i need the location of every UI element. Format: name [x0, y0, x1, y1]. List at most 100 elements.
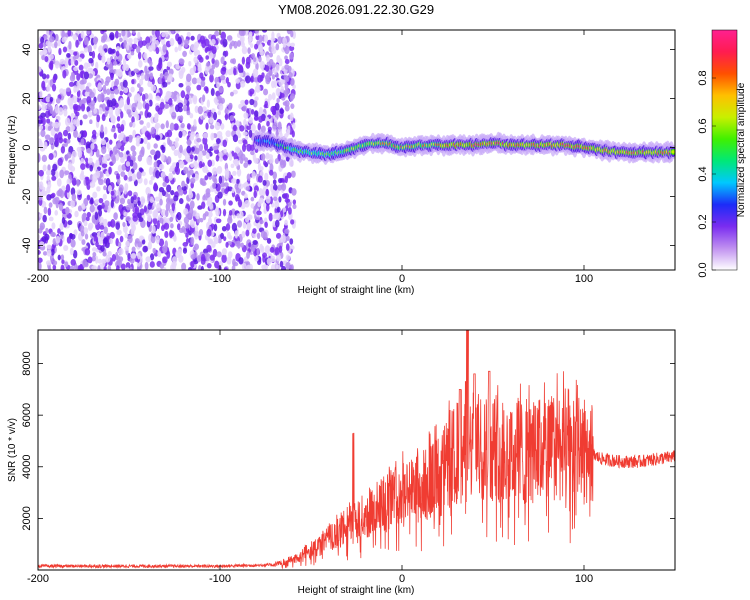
- noise-speck: [83, 220, 88, 227]
- noise-speck: [289, 112, 294, 122]
- noise-speck: [77, 205, 83, 212]
- noise-speck: [190, 163, 195, 168]
- noise-speck: [38, 249, 41, 255]
- noise-speck: [251, 109, 255, 115]
- noise-speck: [87, 45, 93, 54]
- noise-speck: [156, 203, 161, 212]
- noise-speck: [42, 117, 46, 126]
- noise-speck: [43, 34, 48, 40]
- noise-speck: [47, 125, 52, 131]
- noise-speck: [86, 211, 91, 218]
- noise-speck: [205, 188, 211, 195]
- noise-speck: [122, 79, 128, 88]
- noise-speck: [254, 30, 259, 34]
- noise-speck: [79, 225, 85, 233]
- noise-speck: [259, 243, 264, 252]
- spectrogram-frame: [37, 29, 676, 271]
- noise-speck: [50, 248, 55, 256]
- noise-speck: [73, 129, 78, 139]
- noise-speck: [98, 107, 103, 115]
- noise-speck: [140, 72, 145, 81]
- noise-speck: [173, 235, 177, 242]
- noise-speck: [197, 105, 203, 115]
- noise-speck: [264, 172, 269, 181]
- noise-speck: [170, 223, 174, 229]
- spectrogram-x-label: Height of straight line (km): [298, 285, 415, 296]
- noise-speck: [291, 188, 297, 196]
- noise-speck: [45, 96, 51, 103]
- noise-speck: [153, 143, 158, 149]
- noise-speck: [220, 31, 227, 40]
- noise-speck: [228, 152, 233, 161]
- noise-speck: [222, 38, 228, 48]
- noise-speck: [284, 228, 290, 234]
- noise-speck: [60, 146, 66, 154]
- noise-speck: [238, 257, 244, 265]
- noise-speck: [238, 30, 245, 37]
- noise-speck: [278, 196, 282, 203]
- noise-speck: [287, 201, 292, 208]
- noise-speck: [67, 220, 73, 226]
- noise-speck: [191, 77, 198, 85]
- noise-speck: [168, 139, 173, 147]
- noise-speck: [225, 130, 231, 138]
- noise-speck: [148, 166, 153, 176]
- noise-speck: [44, 110, 50, 119]
- noise-speck: [271, 92, 276, 101]
- noise-speck: [168, 172, 173, 181]
- noise-speck: [137, 212, 142, 219]
- noise-speck: [61, 259, 65, 264]
- noise-speck: [71, 155, 75, 165]
- y-tick-label: -40: [21, 238, 33, 254]
- noise-speck: [38, 42, 44, 49]
- noise-speck: [221, 187, 226, 194]
- noise-speck: [216, 131, 223, 138]
- noise-speck: [137, 200, 141, 206]
- noise-speck: [209, 254, 215, 261]
- noise-speck: [202, 195, 206, 201]
- noise-speck: [223, 149, 228, 154]
- noise-speck: [290, 264, 294, 270]
- noise-speck: [72, 33, 77, 40]
- noise-speck: [131, 103, 137, 112]
- noise-speck: [70, 259, 76, 266]
- noise-speck: [182, 149, 187, 156]
- noise-speck: [250, 123, 256, 132]
- noise-speck: [67, 30, 72, 37]
- noise-speck: [146, 156, 152, 166]
- noise-speck: [44, 233, 50, 241]
- noise-speck: [155, 30, 160, 38]
- noise-speck: [85, 86, 90, 93]
- noise-speck: [110, 199, 114, 209]
- noise-speck: [254, 148, 259, 153]
- noise-speck: [109, 237, 114, 245]
- noise-speck: [285, 261, 291, 270]
- noise-speck: [188, 60, 192, 67]
- noise-speck: [89, 119, 93, 125]
- noise-speck: [63, 108, 68, 117]
- noise-speck: [85, 176, 89, 186]
- noise-speck: [101, 163, 108, 169]
- noise-speck: [179, 58, 185, 65]
- noise-speck: [232, 124, 237, 132]
- noise-speck: [138, 217, 144, 222]
- noise-speck: [246, 173, 251, 182]
- noise-speck: [224, 113, 229, 121]
- noise-speck: [269, 246, 275, 253]
- noise-speck: [95, 159, 100, 167]
- noise-speck: [131, 43, 138, 50]
- noise-speck: [97, 237, 104, 244]
- noise-speck: [207, 217, 212, 226]
- noise-speck: [199, 35, 206, 44]
- noise-speck: [187, 170, 191, 179]
- noise-speck: [139, 111, 144, 116]
- noise-speck: [280, 160, 286, 169]
- noise-speck: [196, 255, 201, 263]
- noise-speck: [124, 232, 129, 239]
- noise-speck: [101, 145, 107, 155]
- noise-speck: [257, 200, 262, 208]
- noise-speck: [73, 107, 78, 115]
- noise-speck: [49, 63, 54, 71]
- noise-speck: [137, 154, 143, 162]
- noise-speck: [60, 254, 65, 261]
